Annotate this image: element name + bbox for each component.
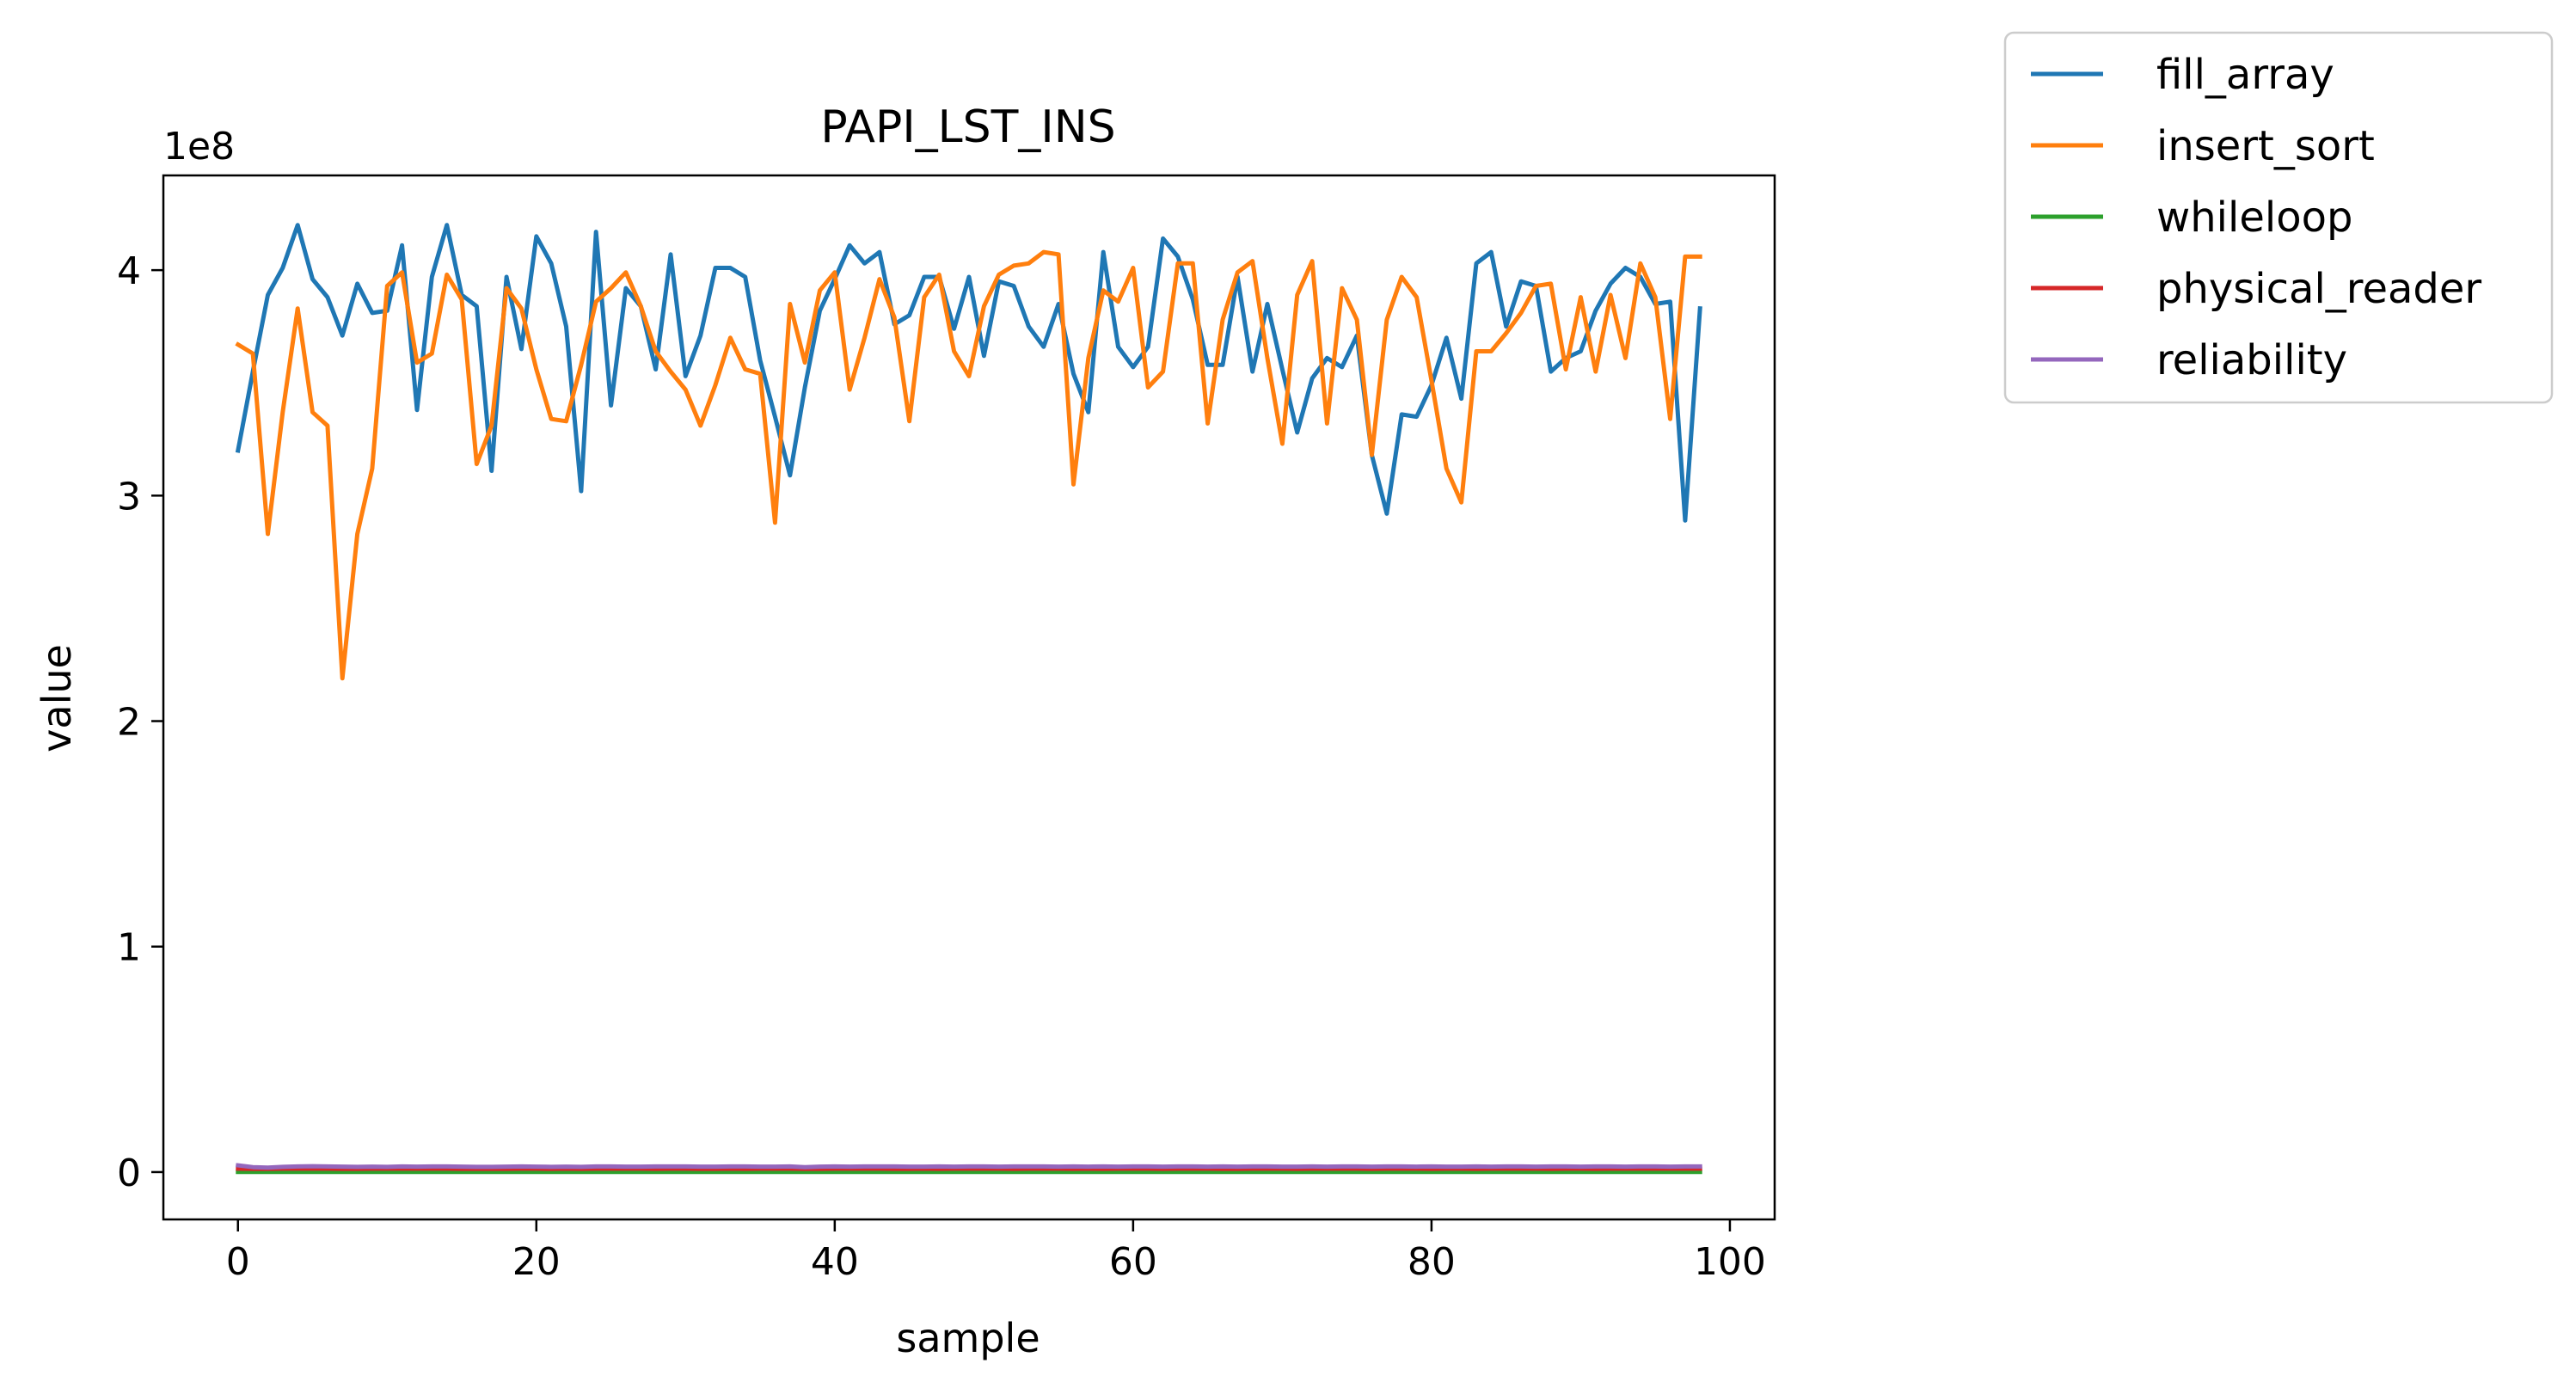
x-tick-label: 20 <box>512 1240 561 1284</box>
series-line-reliability <box>236 1163 1702 1170</box>
legend-label-reliability: reliability <box>2156 336 2347 384</box>
y-tick-label: 1 <box>117 926 141 970</box>
x-tick-label: 80 <box>1408 1240 1456 1284</box>
series-line-fill-array <box>235 223 1702 523</box>
legend-frame <box>2003 31 2554 404</box>
series-line-insert-sort <box>235 249 1702 681</box>
legend-label-whileloop: whileloop <box>2156 193 2352 242</box>
y-tick-label: 4 <box>117 249 141 293</box>
axes-frame <box>162 174 1776 1221</box>
x-axis-label: sample <box>896 1315 1040 1361</box>
y-tick-label: 2 <box>117 701 141 745</box>
y-axis-label: value <box>34 644 80 752</box>
y-axis-offset-label: 1e8 <box>163 125 235 169</box>
x-tick-label: 40 <box>811 1240 859 1284</box>
x-tick-label: 100 <box>1694 1240 1766 1284</box>
legend-label-physical-reader: physical_reader <box>2156 265 2481 313</box>
legend: fill_array insert_sort whileloop physical_r… <box>2003 31 2554 404</box>
x-tick-label: 0 <box>226 1240 250 1284</box>
y-tick-label: 0 <box>117 1151 141 1195</box>
legend-label-fill-array: fill_array <box>2156 51 2334 99</box>
series-layer <box>235 223 1702 1175</box>
y-axis-ticks: 0 1 2 3 4 <box>117 249 163 1195</box>
x-tick-label: 60 <box>1109 1240 1157 1284</box>
y-tick-label: 3 <box>117 475 141 519</box>
chart-title: PAPI_LST_INS <box>820 101 1115 153</box>
legend-label-insert-sort: insert_sort <box>2156 122 2375 170</box>
x-axis-ticks: 0 20 40 60 80 100 <box>226 1219 1766 1284</box>
